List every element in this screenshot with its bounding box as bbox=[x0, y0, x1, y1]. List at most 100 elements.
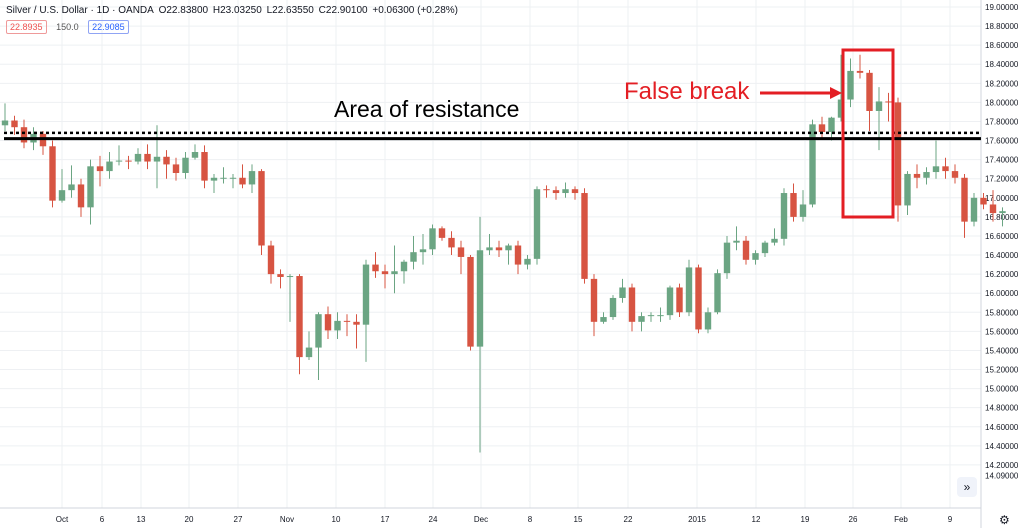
candle bbox=[277, 269, 284, 289]
chart-settings-button[interactable]: ⚙ bbox=[999, 513, 1010, 527]
candle bbox=[68, 165, 75, 198]
candle bbox=[571, 186, 579, 200]
candle bbox=[685, 259, 693, 317]
candle bbox=[134, 148, 142, 165]
price-tick-label: 14.09000 bbox=[985, 471, 1019, 480]
price-tick-label: 16.80000 bbox=[985, 213, 1019, 222]
price-tick-label: 18.80000 bbox=[985, 22, 1019, 31]
candle bbox=[49, 140, 56, 208]
candle bbox=[837, 54, 845, 122]
candle-body bbox=[552, 190, 560, 194]
double-chevron-right-icon: » bbox=[963, 480, 971, 494]
candle-body bbox=[571, 189, 579, 194]
candle-body bbox=[391, 271, 398, 275]
candle bbox=[343, 314, 351, 337]
candle bbox=[666, 285, 674, 320]
time-tick-label: 19 bbox=[801, 515, 810, 524]
candle bbox=[780, 188, 788, 246]
price-tick-label: 17.60000 bbox=[985, 137, 1019, 146]
candle-body bbox=[837, 99, 845, 118]
candle bbox=[201, 145, 208, 189]
candle bbox=[761, 240, 769, 257]
candle-body bbox=[476, 250, 484, 347]
candle-body bbox=[989, 204, 997, 214]
candle bbox=[514, 240, 522, 275]
candle bbox=[609, 295, 617, 320]
candle bbox=[847, 58, 854, 108]
candle-body bbox=[980, 197, 987, 205]
candle bbox=[11, 115, 18, 135]
candle bbox=[400, 259, 408, 284]
candle-body bbox=[362, 264, 370, 325]
price-tick-label: 15.60000 bbox=[985, 327, 1019, 336]
candle-body bbox=[210, 177, 218, 181]
bid-badge[interactable]: 22.8935 bbox=[6, 20, 47, 34]
candle-body bbox=[942, 166, 949, 172]
candle-body bbox=[524, 258, 531, 265]
candle-body bbox=[144, 153, 151, 162]
candle-body bbox=[609, 297, 617, 318]
candle bbox=[286, 274, 294, 322]
candle bbox=[144, 144, 151, 170]
candle-body bbox=[77, 184, 85, 208]
candle-body bbox=[904, 173, 911, 206]
candle bbox=[115, 145, 123, 166]
candle bbox=[647, 312, 655, 322]
false-break-label: False break bbox=[624, 78, 750, 105]
candle-body bbox=[343, 320, 351, 322]
candle bbox=[828, 116, 835, 141]
candle-body bbox=[315, 314, 322, 348]
candle bbox=[562, 182, 569, 198]
time-tick-label: Dec bbox=[474, 515, 488, 524]
candle-body bbox=[533, 189, 541, 259]
price-tick-label: 14.40000 bbox=[985, 442, 1019, 451]
candle bbox=[913, 164, 921, 189]
candle bbox=[467, 255, 474, 351]
candle bbox=[410, 235, 417, 270]
price-tick-label: 17.00000 bbox=[985, 194, 1019, 203]
candle-body bbox=[49, 146, 56, 201]
resistance-label: Area of resistance bbox=[334, 96, 519, 122]
price-tick-label: 16.60000 bbox=[985, 232, 1019, 241]
time-tick-label: 17 bbox=[381, 515, 390, 524]
candle-body bbox=[277, 274, 284, 277]
price-axis: 19.00000 18.80000 18.60000 18.40000 18.20000… bbox=[985, 3, 1019, 480]
candle-body bbox=[704, 312, 712, 330]
candle bbox=[163, 150, 170, 179]
candle-body bbox=[932, 166, 940, 173]
time-tick-label: 22 bbox=[624, 515, 633, 524]
candle-body bbox=[714, 273, 721, 313]
time-tick-label: 26 bbox=[849, 515, 858, 524]
candle-body bbox=[58, 190, 66, 201]
candle-body bbox=[543, 189, 550, 191]
candle bbox=[324, 306, 332, 339]
candle bbox=[524, 255, 531, 270]
candle bbox=[315, 312, 322, 381]
candle-body bbox=[191, 152, 199, 158]
scroll-to-realtime-button[interactable]: » bbox=[957, 477, 977, 497]
candle-body bbox=[334, 320, 341, 331]
candle bbox=[334, 312, 341, 339]
candle bbox=[676, 283, 683, 318]
candle-body bbox=[115, 160, 123, 162]
time-tick-label: 6 bbox=[100, 515, 105, 524]
price-tick-label: 18.00000 bbox=[985, 98, 1019, 107]
candle bbox=[980, 193, 987, 210]
candle-body bbox=[847, 70, 854, 100]
candle-body bbox=[400, 261, 408, 272]
candle-body bbox=[885, 101, 892, 103]
symbol-title[interactable]: Silver / U.S. Dollar · 1D · OANDA bbox=[6, 5, 154, 16]
time-tick-label: 15 bbox=[574, 515, 583, 524]
candle-body bbox=[457, 247, 465, 257]
candle bbox=[581, 188, 588, 284]
price-tick-label: 19.00000 bbox=[985, 3, 1019, 12]
time-tick-label: 24 bbox=[429, 515, 438, 524]
candle-body bbox=[828, 117, 835, 132]
candle bbox=[695, 264, 702, 334]
price-tick-label: 16.40000 bbox=[985, 251, 1019, 260]
candle-body bbox=[410, 252, 417, 262]
candle-body bbox=[87, 166, 94, 208]
ask-badge[interactable]: 22.9085 bbox=[88, 20, 129, 34]
